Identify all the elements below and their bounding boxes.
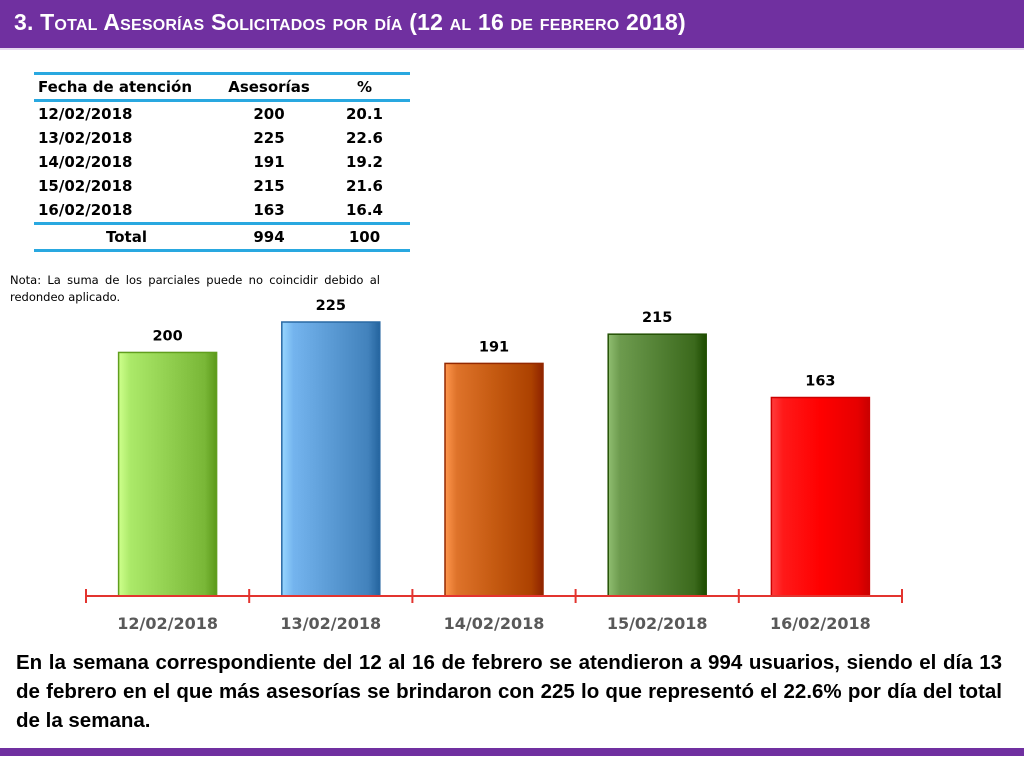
table-cell-count: 163 <box>253 201 285 219</box>
table-cell-percent: 20.1 <box>345 105 383 123</box>
title-bar: 3. Total Asesorías Solicitados por día (… <box>0 0 1024 50</box>
table-cell-count: 200 <box>253 105 285 123</box>
x-tick-label: 15/02/2018 <box>607 614 708 633</box>
column-header-percent: % <box>356 78 373 96</box>
x-tick-label: 16/02/2018 <box>770 614 871 633</box>
total-percent: 100 <box>348 228 381 246</box>
table-header-row: Fecha de atención Asesorías % <box>34 73 410 101</box>
table-cell-date: 12/02/2018 <box>38 105 133 123</box>
data-label: 225 <box>316 298 346 314</box>
table-row: 14/02/2018 191 19.2 <box>34 150 410 174</box>
table-cell-date: 14/02/2018 <box>38 153 133 171</box>
table-cell-count: 215 <box>253 177 285 195</box>
table-cell-percent: 21.6 <box>345 177 383 195</box>
table-row: 12/02/2018 200 20.1 <box>34 101 410 127</box>
x-tick-label: 12/02/2018 <box>117 614 218 633</box>
column-header-count: Asesorías <box>228 78 310 96</box>
bar-13/02/2018 <box>281 321 381 597</box>
table-row: 15/02/2018 215 21.6 <box>34 174 410 198</box>
slide-title: 3. Total Asesorías Solicitados por día (… <box>14 9 686 35</box>
total-count: 994 <box>253 228 285 246</box>
data-label: 200 <box>152 328 182 344</box>
data-label: 163 <box>805 374 835 390</box>
rounding-note: Nota: La suma de los parciales puede no … <box>10 273 380 304</box>
bar-12/02/2018 <box>117 351 218 597</box>
bar-16/02/2018 <box>770 396 871 597</box>
data-table: Fecha de atención Asesorías % 12/02/2018… <box>34 72 410 252</box>
data-label: 191 <box>479 339 509 355</box>
table-row: 16/02/2018 163 16.4 <box>34 198 410 224</box>
x-tick-label: 13/02/2018 <box>280 614 381 633</box>
x-tick-label: 14/02/2018 <box>444 614 545 633</box>
bar-chart: 200 12/02/2018 225 13/02/2018 191 14/02/2018 2… <box>85 298 903 633</box>
table-cell-count: 191 <box>253 153 285 171</box>
table-cell-percent: 16.4 <box>345 201 383 219</box>
table-cell-percent: 19.2 <box>345 153 383 171</box>
table-cell-count: 225 <box>253 129 285 147</box>
column-header-date: Fecha de atención <box>38 78 193 96</box>
table-row: 13/02/2018 225 22.6 <box>34 126 410 150</box>
data-label: 215 <box>642 310 672 326</box>
table-cell-percent: 22.6 <box>345 129 383 147</box>
total-label: Total <box>106 228 147 246</box>
table-total-row: Total 994 100 <box>34 223 410 251</box>
bar-15/02/2018 <box>607 333 707 597</box>
summary-paragraph: En la semana correspondiente del 12 al 1… <box>16 651 1002 732</box>
table-cell-date: 13/02/2018 <box>38 129 133 147</box>
table-cell-date: 15/02/2018 <box>38 177 133 195</box>
bar-14/02/2018 <box>444 362 544 597</box>
bottom-bar <box>0 748 1024 756</box>
table-cell-date: 16/02/2018 <box>38 201 133 219</box>
